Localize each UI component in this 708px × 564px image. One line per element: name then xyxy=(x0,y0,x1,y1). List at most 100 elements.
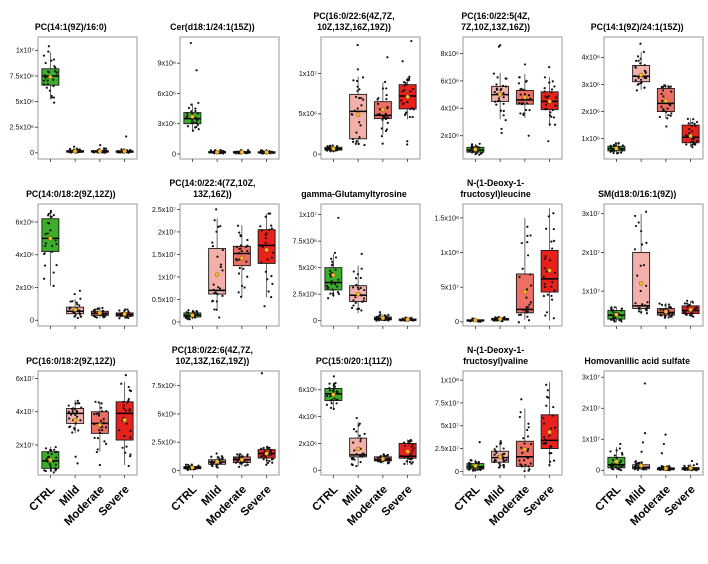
y-axis: 0 5x10⁷ 1x10⁸ 1.5x10⁸ xyxy=(434,213,463,326)
mean-dot xyxy=(547,99,552,104)
mean-dot xyxy=(356,291,361,297)
mean-dot xyxy=(547,429,552,435)
jitter-points xyxy=(326,216,341,300)
mean-dot xyxy=(214,459,219,464)
x-tick-label: CTRL xyxy=(27,484,57,514)
mean-dot xyxy=(664,309,669,314)
mean-dot xyxy=(263,247,269,253)
y-tick-label: 2.5x10⁶ xyxy=(293,290,318,299)
mean-dot xyxy=(614,312,619,318)
box-ctrl xyxy=(41,45,60,104)
y-tick-label: 2.5x10⁷ xyxy=(435,444,460,453)
mean-dot xyxy=(189,114,195,119)
y-tick-label: 2.5x10⁷ xyxy=(151,205,176,214)
panel-title: PC(16:0/18:2(9Z,12Z)) xyxy=(26,355,116,366)
box-moderate xyxy=(90,400,109,467)
mean-dot xyxy=(97,310,103,316)
panel-10: SM(d18:0/16:1(9Z)) 1x10⁷ 2x10⁷ 3x10⁷ xyxy=(566,169,708,336)
mean-dot xyxy=(639,72,644,78)
box-ctrl xyxy=(324,375,343,411)
box-mild xyxy=(66,289,85,320)
y-tick-label: 1x10⁷ xyxy=(299,210,318,219)
box-mild xyxy=(490,315,509,323)
panel-title: N-(1-Deoxy-1- fructosyl)leucine xyxy=(460,178,531,199)
y-tick-label: 2x10⁷ xyxy=(582,404,601,413)
jitter-points xyxy=(67,399,83,465)
mean-dot xyxy=(472,147,478,152)
y-tick-label: 6x10⁶ xyxy=(15,217,34,226)
panel-2: Cer(d18:1/24:1(15Z)) 0 3x10⁶ 6x10⁶ 9x10⁶ xyxy=(142,2,284,169)
y-tick-label: 0 xyxy=(30,316,34,325)
y-axis: 0 2.5x10⁶ 5x10⁶ 7.5x10⁶ 1x10⁷ xyxy=(293,210,322,325)
box-mild xyxy=(349,43,368,147)
box-moderate xyxy=(515,398,534,473)
panel-title: SM(d18:0/16:1(9Z)) xyxy=(598,188,677,199)
box-ctrl xyxy=(183,41,201,132)
y-tick-label: 4x10⁶ xyxy=(440,104,459,113)
box-severe xyxy=(398,438,417,465)
y-tick-label: 0 xyxy=(313,316,317,325)
box-moderate xyxy=(232,224,251,298)
mean-dot xyxy=(405,317,411,322)
y-axis: 0 5x10⁶ 1x10⁷ xyxy=(299,69,322,159)
box-moderate xyxy=(515,217,534,324)
box-ctrl xyxy=(41,209,60,287)
jitter-points xyxy=(325,375,339,411)
box-mild xyxy=(207,452,226,469)
mean-dot xyxy=(497,92,503,97)
mean-dot xyxy=(331,272,336,278)
panel-7: PC(14:0/22:4(7Z,10Z, 13Z,16Z)) 0 0.5x10⁷ 1x… xyxy=(142,169,284,336)
jitter-points xyxy=(93,400,108,467)
jitter-points xyxy=(400,39,416,146)
boxplot-svg: 0 5x10⁷ 1x10⁸ 1.5x10⁸ xyxy=(434,203,563,329)
y-tick-label: 3x10⁶ xyxy=(582,80,601,89)
panel-1: PC(14:1(9Z)/16:0) 0 2.5x10⁶ 5x10⁶ 7.5x10⁶ 1x1… xyxy=(0,2,142,169)
jitter-points xyxy=(467,441,483,472)
y-tick-label: 1x10⁷ xyxy=(582,287,601,296)
jitter-points xyxy=(350,43,366,147)
mean-dot xyxy=(688,465,694,471)
y-tick-label: 5x10⁶ xyxy=(157,409,176,418)
mean-dot xyxy=(614,146,619,151)
boxplot-svg: 0 2.5x10⁶ 5x10⁶ 7.5x10⁶ 1x10⁷ xyxy=(293,203,421,329)
box-ctrl xyxy=(324,144,343,153)
box-ctrl xyxy=(183,309,201,321)
jitter-points xyxy=(400,438,415,465)
box-moderate xyxy=(232,148,251,155)
box-severe xyxy=(257,372,276,466)
jitter-points xyxy=(210,208,224,319)
mean-dot xyxy=(331,146,336,151)
panel-6: PC(14:0/18:2(9Z,12Z)) 0 2x10⁶ 4x10⁶ 6x10⁶ xyxy=(0,169,142,336)
box-moderate xyxy=(90,306,109,319)
jitter-points xyxy=(42,45,58,104)
y-tick-label: 2x10⁶ xyxy=(582,107,601,116)
mean-dot xyxy=(405,449,411,454)
y-tick-label: 1x10⁶ xyxy=(582,134,601,143)
jitter-points xyxy=(634,210,650,315)
y-tick-label: 0 xyxy=(30,148,34,157)
panel-9: N-(1-Deoxy-1- fructosyl)leucine 0 5x10⁷ 1x1… xyxy=(425,169,567,336)
plot-border xyxy=(320,203,421,327)
box-moderate xyxy=(374,56,393,145)
box-ctrl xyxy=(607,306,626,323)
panel-12: PC(18:0/22:6(4Z,7Z, 10Z,13Z,16Z,19Z)) 0 2.… xyxy=(142,336,284,563)
jitter-points xyxy=(541,383,556,467)
mean-dot xyxy=(472,317,478,323)
boxplot-svg: 2x10⁶ 4x10⁶ 6x10⁶ 8x10⁶ xyxy=(440,36,563,162)
panel-title: PC(16:0/22:5(4Z, 7Z,10Z,13Z,16Z)) xyxy=(461,11,531,32)
mean-dot xyxy=(72,149,78,154)
mean-dot xyxy=(522,95,527,100)
mean-dot xyxy=(189,312,195,318)
box-moderate xyxy=(657,84,676,128)
x-tick-label: CTRL xyxy=(452,484,482,514)
boxplot-svg: 0 5x10⁶ 1x10⁷ xyxy=(299,36,421,162)
y-tick-label: 0 xyxy=(313,150,317,159)
mean-dot xyxy=(214,272,219,277)
mean-dot xyxy=(522,289,527,295)
jitter-points xyxy=(118,374,133,468)
y-tick-label: 7.5x10⁶ xyxy=(151,381,176,390)
y-tick-label: 0 xyxy=(172,149,176,158)
mean-dot xyxy=(97,148,103,154)
y-tick-label: 4x10⁶ xyxy=(15,250,34,259)
